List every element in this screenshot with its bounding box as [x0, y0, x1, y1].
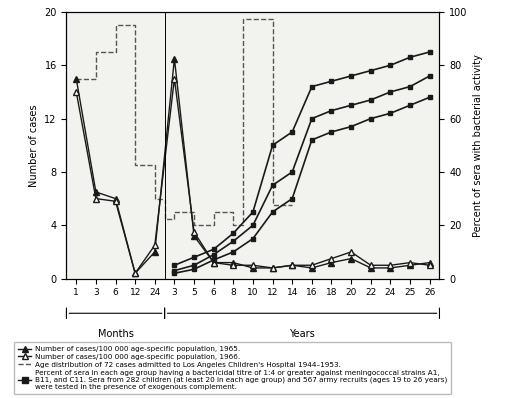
Text: Age: Age [242, 359, 264, 369]
Y-axis label: Number of cases: Number of cases [29, 104, 39, 187]
Text: Months: Months [98, 329, 133, 339]
Legend: Number of cases/100 000 age-specific population, 1965., Number of cases/100 000 : Number of cases/100 000 age-specific pop… [14, 341, 451, 394]
Text: Years: Years [289, 329, 315, 339]
Y-axis label: Percent of sera with bacterial activity: Percent of sera with bacterial activity [473, 54, 483, 237]
